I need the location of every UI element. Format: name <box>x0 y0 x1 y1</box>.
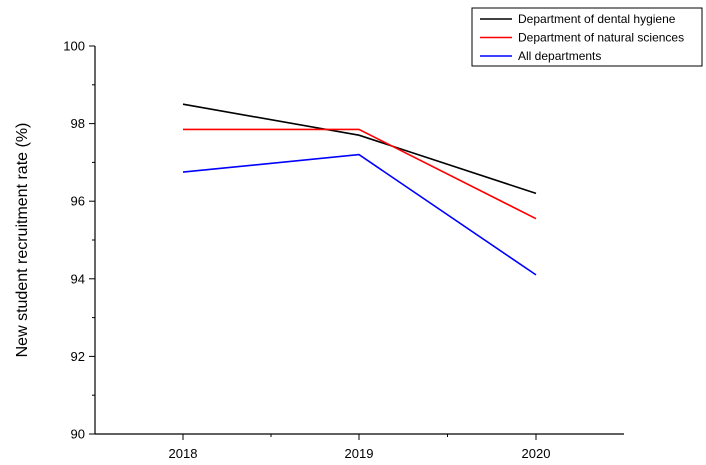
legend: Department of dental hygiene Department o… <box>471 7 703 67</box>
axes: 90 92 94 96 98 100 2018 2019 2020 <box>63 39 624 461</box>
y-tick-label: 96 <box>71 194 85 209</box>
y-tick-label: 94 <box>71 271 85 286</box>
series-line-3 <box>182 153 537 276</box>
legend-label: All departments <box>518 49 601 63</box>
x-tick-label: 2018 <box>169 446 198 461</box>
y-tick-label: 100 <box>63 39 85 54</box>
legend-label: Department of dental hygiene <box>518 12 676 26</box>
series-line-1 <box>182 103 537 195</box>
legend-label: Department of natural sciences <box>518 31 684 45</box>
series-lines <box>182 103 537 276</box>
series-line-2 <box>183 128 537 220</box>
x-tick-label: 2020 <box>522 446 551 461</box>
y-tick-label: 98 <box>71 116 85 131</box>
y-axis-title: New student recruitment rate (%) <box>14 123 31 358</box>
y-tick-label: 92 <box>71 349 85 364</box>
x-tick-label: 2019 <box>345 446 374 461</box>
y-tick-label: 90 <box>71 427 85 442</box>
